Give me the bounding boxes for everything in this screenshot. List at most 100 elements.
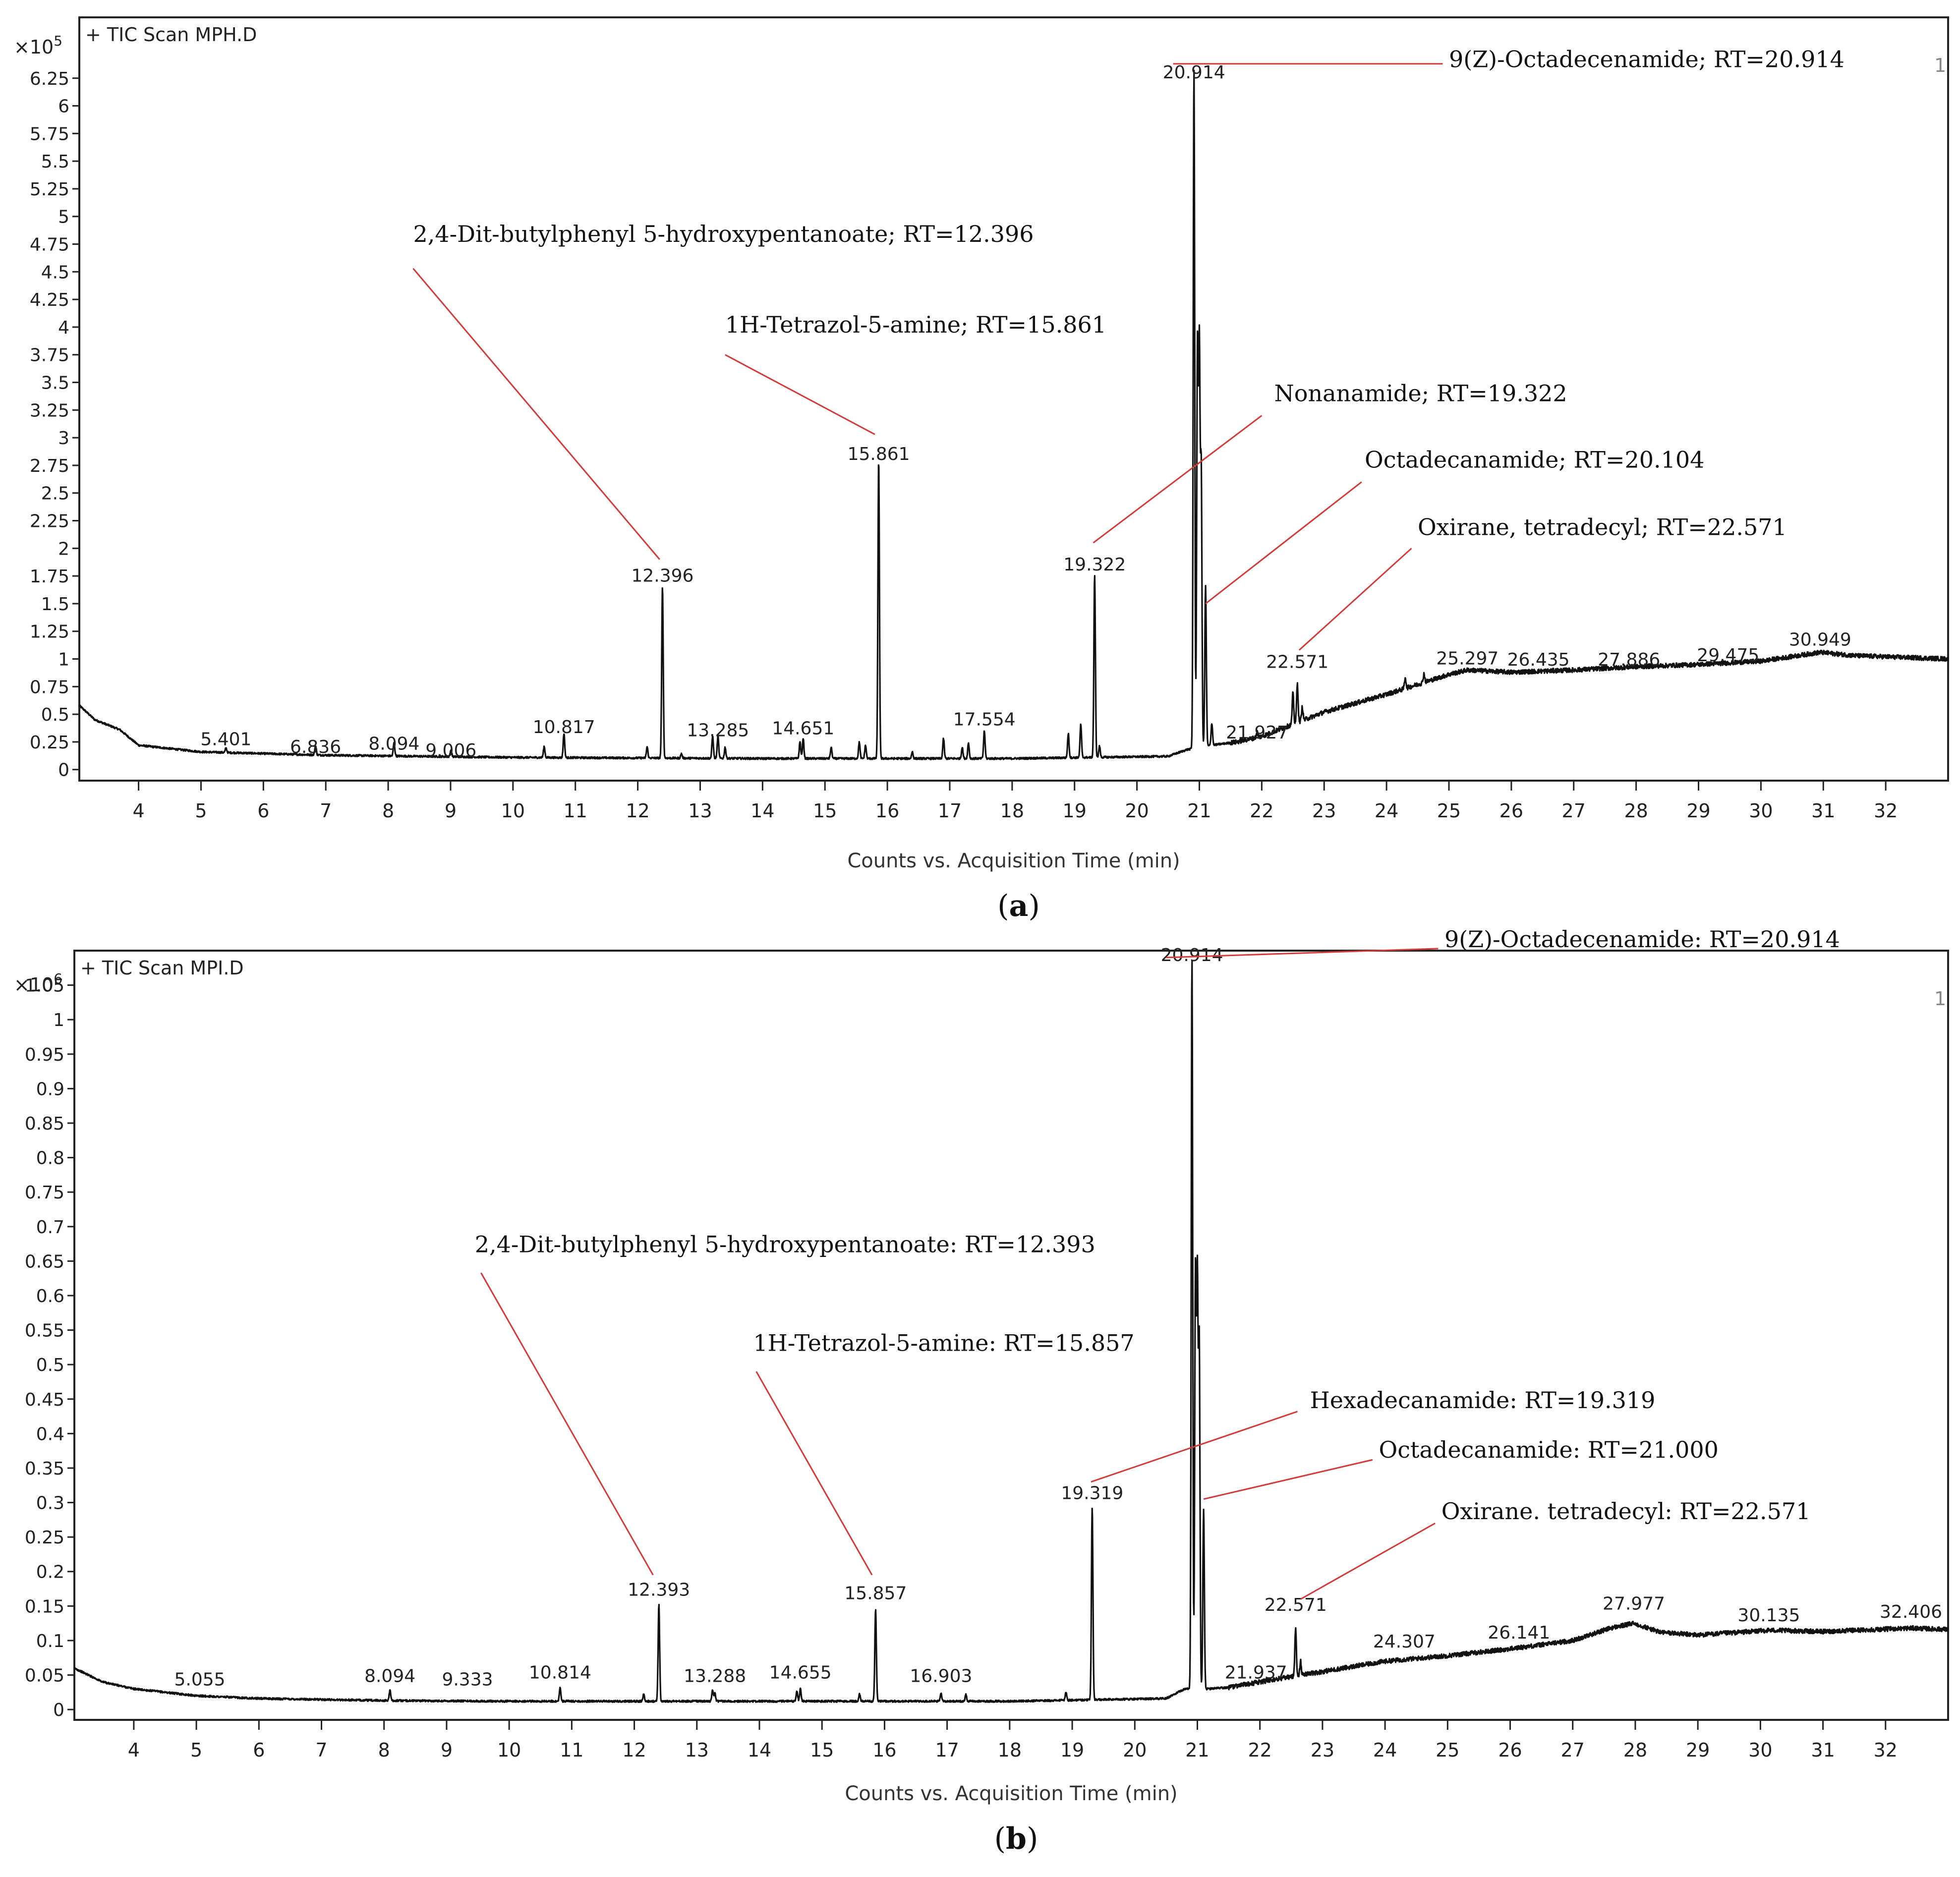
- panel-label-open: (: [997, 889, 1009, 923]
- y-tick-label: 1.05: [25, 976, 64, 996]
- plot-frame: [78, 16, 1949, 782]
- rt-label: 32.406: [1880, 1602, 1942, 1622]
- y-tick-label: 0.6: [36, 1286, 64, 1307]
- y-tick-label: 1: [53, 1010, 64, 1030]
- rt-label: 20.914: [1163, 62, 1225, 83]
- y-tick-label: 0.4: [36, 1424, 64, 1444]
- panel-label-letter: a: [1009, 889, 1029, 923]
- y-tick-label: 0.2: [36, 1562, 64, 1583]
- y-tick-label: 1.5: [41, 594, 69, 615]
- x-tick-label: 22: [1248, 1739, 1272, 1761]
- x-tick-label: 21: [1185, 1739, 1209, 1761]
- rt-label: 13.285: [687, 721, 749, 741]
- y-tick-label: 4: [58, 318, 69, 338]
- x-tick-label: 27: [1562, 800, 1586, 822]
- y-tick-label: 0.1: [36, 1631, 64, 1651]
- x-tick-label: 16: [872, 1739, 896, 1761]
- rt-label: 22.571: [1266, 652, 1328, 672]
- x-tick-label: 11: [560, 1739, 583, 1761]
- y-tick-label: 2.75: [30, 456, 69, 476]
- x-tick-label: 22: [1250, 800, 1273, 822]
- rt-label: 12.396: [631, 566, 693, 586]
- y-tick-label: 4.75: [30, 235, 69, 255]
- y-tick-label: 1: [58, 649, 69, 670]
- x-tick-label: 32: [1874, 800, 1898, 822]
- x-tick-label: 10: [501, 800, 525, 822]
- x-tick-label: 31: [1811, 800, 1835, 822]
- x-tick-label: 14: [748, 1739, 771, 1761]
- compound-annotation: 9(Z)-Octadecenamide; RT=20.914: [1449, 46, 1845, 72]
- x-tick-label: 7: [315, 1739, 327, 1761]
- x-tick-label: 10: [497, 1739, 521, 1761]
- annotation-leader-line: [755, 1371, 873, 1576]
- annotation-leader-line: [1166, 948, 1439, 959]
- rt-label: 15.861: [848, 444, 910, 464]
- x-tick-label: 28: [1623, 1739, 1647, 1761]
- y-multiplier: ×106: [14, 970, 62, 996]
- y-tick-label: 1.75: [30, 567, 69, 587]
- edge-mark: 1: [1934, 55, 1946, 76]
- annotation-leader-line: [1300, 1522, 1436, 1600]
- rt-label: 14.655: [769, 1662, 832, 1683]
- x-tick-label: 6: [253, 1739, 265, 1761]
- compound-annotation: 9(Z)-Octadecenamide: RT=20.914: [1444, 926, 1840, 953]
- x-tick-label: 7: [320, 800, 332, 822]
- x-tick-label: 4: [132, 800, 144, 822]
- y-tick-label: 2.25: [30, 512, 69, 532]
- x-tick-label: 21: [1187, 800, 1211, 822]
- y-tick-label: 3.75: [30, 345, 69, 366]
- y-tick-label: 0.5: [36, 1355, 64, 1375]
- y-multiplier-base: ×10: [14, 36, 54, 58]
- rt-label: 14.651: [772, 718, 834, 739]
- panel-label-letter: b: [1006, 1821, 1027, 1856]
- rt-label: 9.006: [425, 740, 476, 761]
- rt-label: 9.333: [442, 1669, 493, 1690]
- y-tick-label: 4.25: [30, 290, 69, 310]
- y-tick-label: 5.25: [30, 179, 69, 200]
- rt-label: 13.288: [684, 1666, 746, 1686]
- x-tick-label: 15: [810, 1739, 834, 1761]
- x-tick-label: 18: [998, 1739, 1022, 1761]
- annotation-leader-line: [1298, 548, 1412, 651]
- rt-label: 8.094: [368, 734, 419, 754]
- annotation-leader-line: [725, 354, 875, 435]
- rt-label: 19.322: [1063, 555, 1126, 575]
- y-multiplier-base: ×10: [14, 974, 54, 996]
- x-tick-label: 25: [1436, 1739, 1459, 1761]
- y-tick-label: 4.5: [41, 262, 69, 283]
- rt-label: 16.903: [910, 1666, 972, 1686]
- panel-label: (a): [997, 889, 1040, 923]
- rt-label: 26.435: [1507, 650, 1570, 670]
- y-tick-label: 0.8: [36, 1148, 64, 1169]
- x-tick-label: 8: [382, 800, 394, 822]
- y-tick-label: 0.15: [25, 1596, 64, 1617]
- x-tick-label: 27: [1561, 1739, 1585, 1761]
- x-tick-label: 26: [1498, 1739, 1522, 1761]
- rt-label: 10.817: [533, 717, 595, 738]
- tic-trace: [78, 69, 1949, 760]
- annotation-leader-line: [1093, 415, 1263, 544]
- y-multiplier: ×105: [14, 33, 62, 58]
- y-tick-label: 3.5: [41, 373, 69, 394]
- x-tick-label: 13: [685, 1739, 709, 1761]
- compound-annotation: Octadecanamide: RT=21.000: [1379, 1436, 1718, 1463]
- rt-label: 30.949: [1789, 630, 1851, 650]
- y-tick-label: 5.5: [41, 152, 69, 172]
- y-multiplier-exponent: 5: [54, 33, 62, 49]
- rt-label: 21.927: [1226, 723, 1288, 743]
- x-tick-label: 8: [378, 1739, 390, 1761]
- x-tick-label: 11: [564, 800, 587, 822]
- edge-mark: 1: [1934, 988, 1946, 1010]
- chart-title: + TIC Scan MPH.D: [85, 24, 257, 46]
- x-tick-label: 30: [1748, 1739, 1772, 1761]
- panel-label-close: ): [1027, 1821, 1038, 1856]
- y-tick-label: 6.25: [30, 69, 69, 89]
- y-tick-label: 0: [53, 1700, 64, 1720]
- y-tick-label: 2: [58, 539, 69, 559]
- chart-title: + TIC Scan MPI.D: [80, 957, 244, 979]
- x-tick-label: 23: [1311, 1739, 1334, 1761]
- rt-label: 27.886: [1598, 650, 1660, 670]
- rt-label: 21.937: [1225, 1662, 1287, 1683]
- x-tick-label: 15: [813, 800, 837, 822]
